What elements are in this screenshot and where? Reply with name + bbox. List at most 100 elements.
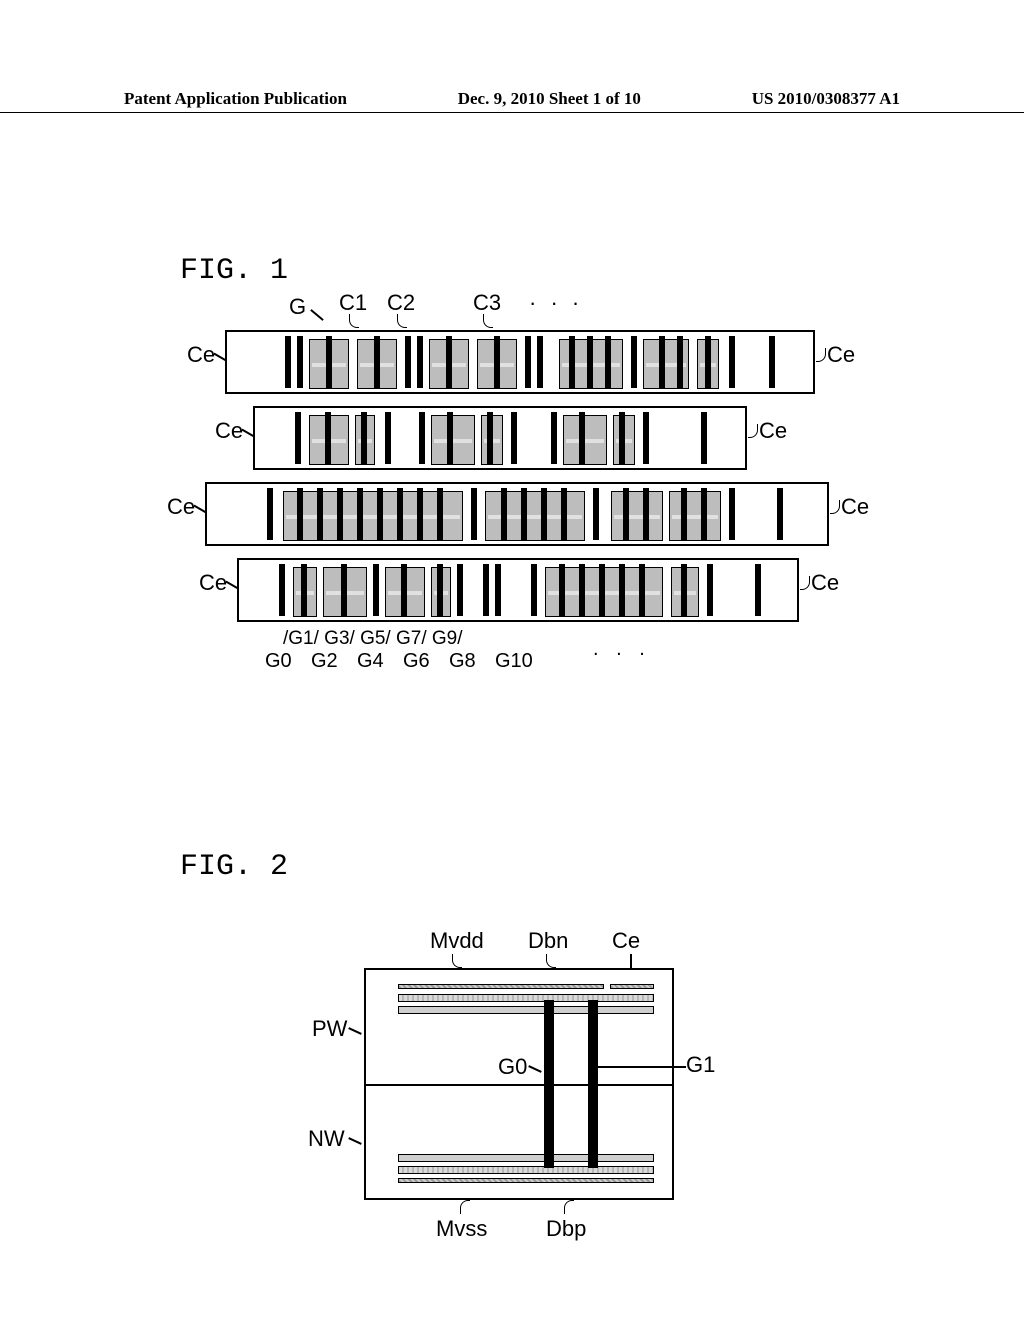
header-right: US 2010/0308377 A1 [752,89,900,109]
gate-track [705,336,711,388]
mvss-lead [460,1200,470,1214]
gate-track [639,564,645,616]
gate-track [701,412,707,464]
gate-track [401,564,407,616]
gate-track [551,412,557,464]
header-center: Dec. 9, 2010 Sheet 1 of 10 [458,89,641,109]
diffusion-block [563,415,607,465]
gate-track [623,488,629,540]
col-label-c3: C3 [473,290,501,316]
g1-lead [596,1066,686,1068]
g6-label: G6 [403,650,430,673]
gate-track [405,336,411,388]
gate-track [297,336,303,388]
gate-track [279,564,285,616]
fig1-row-3 [205,482,829,546]
ce-label-l4: Ce [199,570,227,596]
gate-track [677,336,683,388]
gate-track [707,564,713,616]
fig1-row-1 [225,330,815,394]
gate-track [643,412,649,464]
g2-label: G2 [311,650,338,673]
fig2-cell-outline [364,968,674,1200]
gate-track [357,488,363,540]
fig1-label: FIG. 1 [180,254,288,288]
c2-lead [397,314,407,328]
gate-track [385,412,391,464]
header-left: Patent Application Publication [124,89,347,109]
gate-track [587,336,593,388]
gate-track [659,336,665,388]
ce-lead [748,424,758,438]
fig1-row-2 [253,406,747,470]
gate-track [729,488,735,540]
gate-track [267,488,273,540]
mvss-rail [398,1178,654,1183]
fig1-row-4 [237,558,799,622]
diffusion-block [669,491,721,541]
gate-track [447,412,453,464]
fig1-diagram: C1 C2 C3 · · · G Ce Ce [205,330,829,650]
gate-track [295,412,301,464]
gate-track [525,336,531,388]
gate-track [417,488,423,540]
gate-track [729,336,735,388]
diffusion-block [611,491,663,541]
gate-track [341,564,347,616]
dbp-diffusion [398,1154,654,1162]
gate-track [701,488,707,540]
gate-track [337,488,343,540]
gate-track [537,336,543,388]
gate-track [325,412,331,464]
gate-track [373,564,379,616]
gate-track [377,488,383,540]
gate-track [457,564,463,616]
diffusion-block [283,491,463,541]
gate-track [681,488,687,540]
gate-track [569,336,575,388]
gate-track [437,488,443,540]
ce-label-l2: Ce [215,418,243,444]
g10-label: G10 [495,650,533,673]
gate-g0 [544,1000,554,1168]
gate-track [446,336,452,388]
gate-track [487,412,493,464]
ce-label-r4: Ce [811,570,839,596]
gate-track [561,488,567,540]
gate-track [619,412,625,464]
gate-track [437,564,443,616]
mvdd-lead [452,954,462,968]
gate-track [531,564,537,616]
well-boundary [366,1084,672,1086]
gate-track [297,488,303,540]
gate-track [501,488,507,540]
ce-label: Ce [612,928,640,954]
dbp-label: Dbp [546,1216,586,1242]
mvdd-rail [398,984,604,989]
gate-track [471,488,477,540]
gate-track [397,488,403,540]
g1-label: G1 [686,1052,715,1078]
ce-label-r3: Ce [841,494,869,520]
mvdd-label: Mvdd [430,928,484,954]
ce-label-l3: Ce [167,494,195,520]
gate-track [326,336,332,388]
ce-lead [816,348,826,362]
g-lead [310,309,324,321]
dbn-diffusion [398,1006,654,1014]
ce-label-r2: Ce [759,418,787,444]
fig2-diagram: Mvdd Dbn Ce PW NW G0 G1 Mvss Dbp [364,968,674,1200]
col-label-c2: C2 [387,290,415,316]
col-label-c1: C1 [339,290,367,316]
bottom-dots: . . . [593,638,651,661]
gate-track [605,336,611,388]
bottom-odd-labels: /G1/ G3/ G5/ G7/ G9/ [283,628,543,650]
mvss-label: Mvss [436,1216,487,1242]
gate-track [494,336,500,388]
c1-lead [349,314,359,328]
fig2-label: FIG. 2 [180,850,288,884]
nw-label: NW [308,1126,345,1152]
gate-track [631,336,637,388]
c3-lead [483,314,493,328]
mvdd-rail-seg [610,984,654,989]
